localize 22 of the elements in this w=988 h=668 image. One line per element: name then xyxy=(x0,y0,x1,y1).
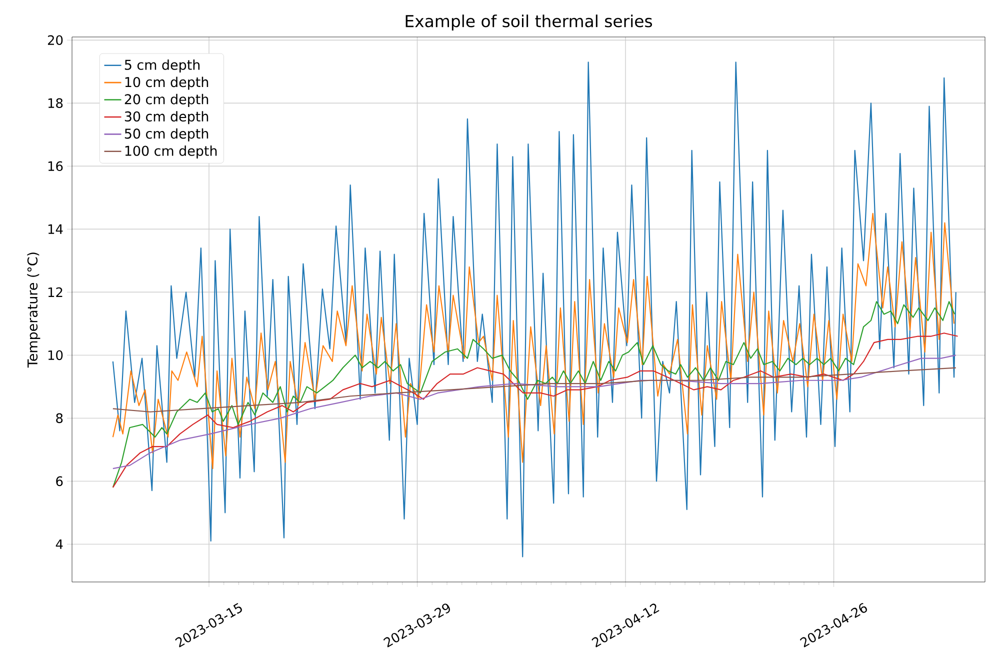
line-series xyxy=(112,367,956,412)
y-tick-label: 20 xyxy=(48,35,63,46)
y-axis-title: Temperature (°C) xyxy=(27,252,40,368)
legend-label: 10 cm depth xyxy=(125,76,208,90)
y-tick-label: 18 xyxy=(48,98,63,108)
y-tick-label: 16 xyxy=(48,161,63,172)
y-tick-label: 14 xyxy=(48,224,63,234)
y-tick-label: 10 xyxy=(48,350,63,360)
legend-label: 5 cm depth xyxy=(124,60,200,73)
legend-label: 30 cm depth xyxy=(124,111,208,124)
legend-label: 50 cm depth xyxy=(124,128,208,142)
legend-label: 20 cm depth xyxy=(124,94,208,107)
y-tick-label: 6 xyxy=(56,476,63,486)
line-series xyxy=(112,212,955,470)
chart-title: Example of soil thermal series xyxy=(406,14,652,30)
line-series xyxy=(112,301,956,488)
legend-label: 100 cm depth xyxy=(125,146,217,159)
y-tick-label: 4 xyxy=(56,539,63,549)
y-tick-label: 8 xyxy=(56,413,63,424)
y-tick-label: 12 xyxy=(48,287,62,297)
line-series xyxy=(112,62,956,558)
line-series xyxy=(112,354,956,470)
